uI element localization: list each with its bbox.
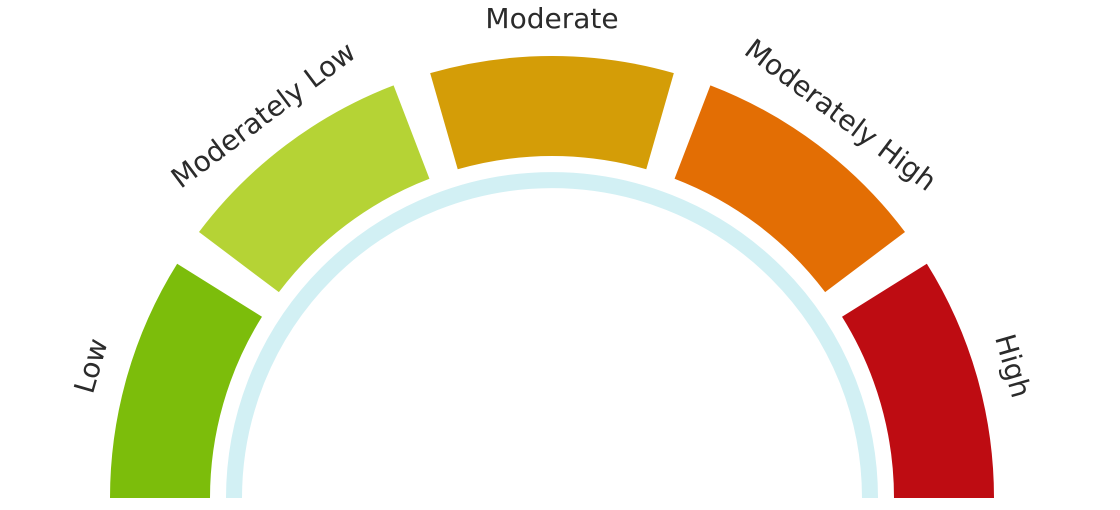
segment-moderately-low xyxy=(199,85,430,293)
label-low: Low xyxy=(68,335,115,397)
label-high: High xyxy=(988,330,1037,401)
segment-high xyxy=(842,263,994,498)
segment-moderately-high xyxy=(674,85,905,293)
gauge-segments xyxy=(110,55,994,498)
segment-low xyxy=(110,263,262,498)
segment-moderate xyxy=(430,55,674,170)
label-moderate: Moderate xyxy=(485,2,618,35)
inner-arc xyxy=(226,172,878,499)
